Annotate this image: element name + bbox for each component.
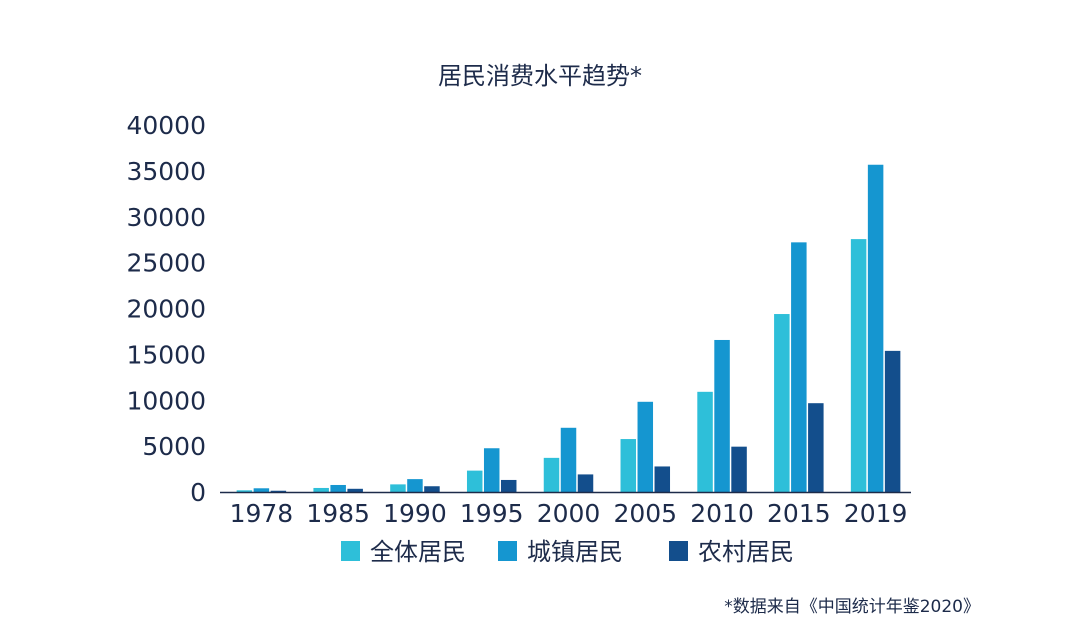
x-tick-label: 2010 — [690, 499, 754, 528]
footnote: *数据来自《中国统计年鉴2020》 — [724, 597, 980, 617]
bar-1995-2 — [483, 448, 500, 492]
chart-title: 居民消费水平趋势* — [438, 62, 642, 90]
legend-swatch — [669, 541, 688, 561]
bar-2000-3 — [577, 474, 594, 492]
bar-1985-1 — [313, 487, 329, 492]
bar-1985-2 — [330, 484, 346, 492]
bar-1990-2 — [407, 479, 423, 492]
legend-swatch — [498, 541, 517, 561]
y-tick-label: 20000 — [126, 295, 206, 324]
y-tick-label: 0 — [190, 478, 206, 507]
bar-2015-3 — [808, 403, 824, 492]
y-axis: 0 5000 10000 15000 20000 25000 30000 35000 40000 — [126, 111, 206, 507]
bar-2019-3 — [884, 350, 901, 492]
legend-label: 城镇居民 — [527, 538, 623, 566]
x-tick-label: 1978 — [230, 499, 294, 528]
bar-2000-2 — [560, 427, 577, 492]
bar-2010-3 — [731, 446, 747, 492]
bar-1978-2 — [253, 488, 270, 492]
bar-2019-2 — [867, 164, 884, 492]
bar-1985-3 — [347, 488, 363, 492]
bar-1990-3 — [424, 486, 440, 492]
y-tick-label: 30000 — [126, 203, 206, 232]
y-tick-label: 25000 — [126, 249, 206, 278]
bar-2000-1 — [543, 457, 560, 492]
bar-1995-3 — [500, 479, 517, 492]
bar-2005-2 — [637, 401, 654, 492]
bar-2015-1 — [774, 314, 790, 492]
bar-1990-1 — [390, 484, 406, 492]
x-tick-label: 2005 — [613, 499, 677, 528]
x-tick-label: 1995 — [460, 499, 524, 528]
y-tick-label: 40000 — [126, 111, 206, 140]
bar-2015-2 — [791, 242, 807, 492]
legend-label: 农村居民 — [698, 538, 794, 566]
x-tick-label: 1990 — [383, 499, 447, 528]
x-axis: 1978 1985 1990 1995 2000 2005 2010 2015 2019 — [220, 491, 911, 528]
y-tick-label: 35000 — [126, 157, 206, 186]
bars — [236, 164, 901, 492]
legend: 全体居民 城镇居民 农村居民 — [341, 538, 794, 566]
y-tick-label: 10000 — [126, 386, 206, 415]
bar-2010-1 — [697, 391, 713, 492]
bar-2010-2 — [714, 339, 730, 492]
y-tick-label: 15000 — [126, 340, 206, 369]
x-tick-label: 1985 — [306, 499, 370, 528]
bar-2005-3 — [654, 466, 671, 492]
y-tick-label: 5000 — [142, 432, 206, 461]
bar-1995-1 — [466, 470, 483, 492]
x-tick-label: 2015 — [767, 499, 831, 528]
bar-2005-1 — [620, 439, 637, 492]
x-tick-label: 2019 — [844, 499, 908, 528]
bar-1978-1 — [236, 490, 253, 492]
x-tick-label: 2000 — [537, 499, 601, 528]
legend-swatch — [341, 541, 360, 561]
bar-1978-3 — [270, 490, 287, 492]
bar-2019-1 — [850, 239, 867, 492]
legend-label: 全体居民 — [370, 538, 466, 566]
